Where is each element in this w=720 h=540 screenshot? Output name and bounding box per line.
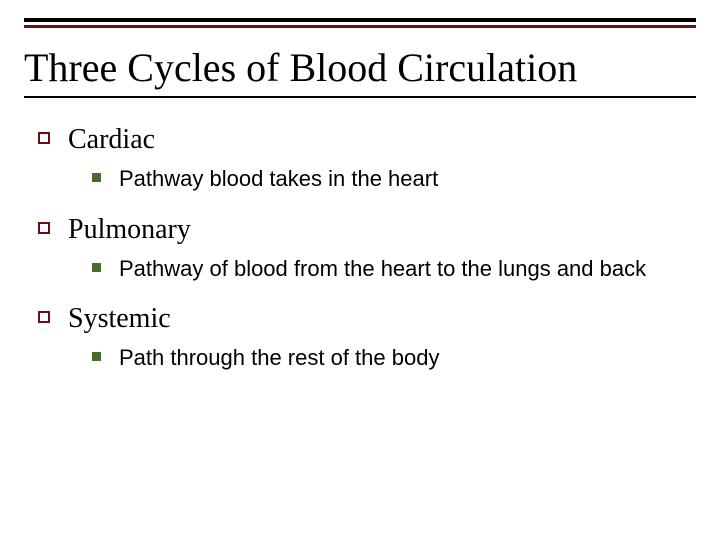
list-item: Systemic bbox=[38, 301, 696, 336]
sub-list-item-label: Path through the rest of the body bbox=[119, 344, 439, 373]
list-item-label: Systemic bbox=[68, 301, 171, 336]
sub-list: Pathway of blood from the heart to the l… bbox=[38, 255, 696, 284]
outline-square-bullet-icon bbox=[38, 222, 50, 234]
list-item: Pulmonary bbox=[38, 212, 696, 247]
outline-square-bullet-icon bbox=[38, 311, 50, 323]
sub-list: Pathway blood takes in the heart bbox=[38, 165, 696, 194]
filled-square-bullet-icon bbox=[92, 173, 101, 182]
top-rule-black bbox=[24, 18, 696, 22]
title-underline bbox=[24, 96, 696, 98]
top-rule-maroon bbox=[24, 25, 696, 28]
sub-list-item: Pathway of blood from the heart to the l… bbox=[92, 255, 696, 284]
bullet-list: Cardiac Pathway blood takes in the heart… bbox=[24, 122, 696, 373]
sub-list-item: Path through the rest of the body bbox=[92, 344, 696, 373]
top-rules bbox=[24, 18, 696, 28]
list-item-label: Pulmonary bbox=[68, 212, 191, 247]
filled-square-bullet-icon bbox=[92, 263, 101, 272]
sub-list-item: Pathway blood takes in the heart bbox=[92, 165, 696, 194]
sub-list-item-label: Pathway blood takes in the heart bbox=[119, 165, 438, 194]
list-item-label: Cardiac bbox=[68, 122, 155, 157]
outline-square-bullet-icon bbox=[38, 132, 50, 144]
filled-square-bullet-icon bbox=[92, 352, 101, 361]
list-item: Cardiac bbox=[38, 122, 696, 157]
slide-title: Three Cycles of Blood Circulation bbox=[24, 46, 696, 90]
sub-list: Path through the rest of the body bbox=[38, 344, 696, 373]
sub-list-item-label: Pathway of blood from the heart to the l… bbox=[119, 255, 646, 284]
slide: Three Cycles of Blood Circulation Cardia… bbox=[0, 0, 720, 540]
